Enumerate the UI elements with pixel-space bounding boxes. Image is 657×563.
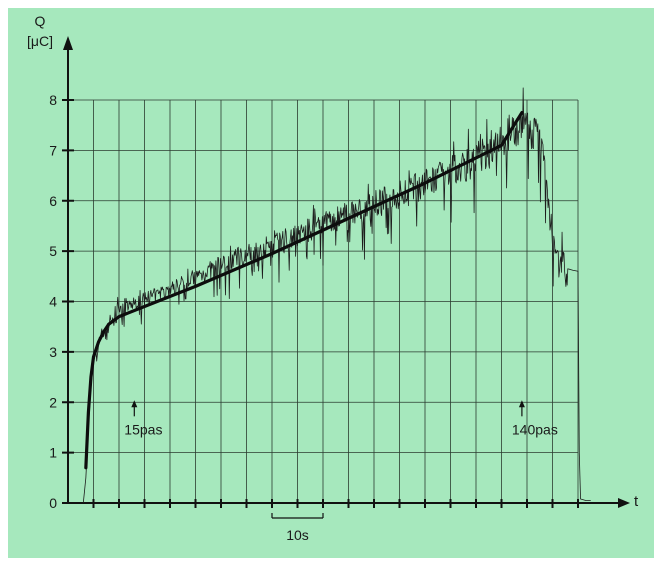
- annotations: 15pas 140pas: [124, 400, 558, 437]
- y-axis-label-symbol: Q: [35, 13, 46, 29]
- scale-bar: 10s: [271, 513, 324, 543]
- y-tick-label: 7: [49, 142, 57, 158]
- chart-background: [8, 8, 654, 558]
- axes: [63, 36, 630, 508]
- y-axis-label-unit: [μC]: [27, 33, 53, 49]
- annotation-arrow-icon: [131, 400, 138, 408]
- scale-bar-label: 10s: [286, 527, 309, 543]
- fit-curve: [84, 110, 524, 470]
- y-tick-label: 3: [49, 344, 57, 360]
- y-ticks: 0 1 2 3 4 5 6 7 8: [49, 92, 74, 511]
- y-tick-label: 1: [49, 445, 57, 461]
- chart-figure: 0 1 2 3 4 5 6 7 8 Q [μC] t 15pas 140pas 10s: [8, 8, 654, 558]
- measured-curve: [82, 87, 591, 504]
- chart-svg: 0 1 2 3 4 5 6 7 8 Q [μC] t 15pas 140pas 10s: [8, 8, 654, 558]
- annotation-label: 15pas: [124, 421, 162, 437]
- x-axis-label: t: [634, 493, 639, 510]
- y-tick-label: 8: [49, 92, 57, 108]
- y-axis-arrow-icon: [63, 36, 73, 50]
- y-tick-label: 0: [49, 495, 57, 511]
- curves: [82, 87, 591, 504]
- y-tick-label: 4: [49, 294, 57, 310]
- annotation-label: 140pas: [512, 421, 558, 437]
- y-tick-label: 5: [49, 243, 57, 259]
- y-tick-label: 2: [49, 394, 57, 410]
- labels: Q [μC] t: [27, 13, 639, 510]
- y-tick-label: 6: [49, 193, 57, 209]
- annotation-arrow-icon: [518, 400, 525, 408]
- x-ticks: [92, 499, 579, 508]
- x-axis-arrow-icon: [618, 498, 630, 508]
